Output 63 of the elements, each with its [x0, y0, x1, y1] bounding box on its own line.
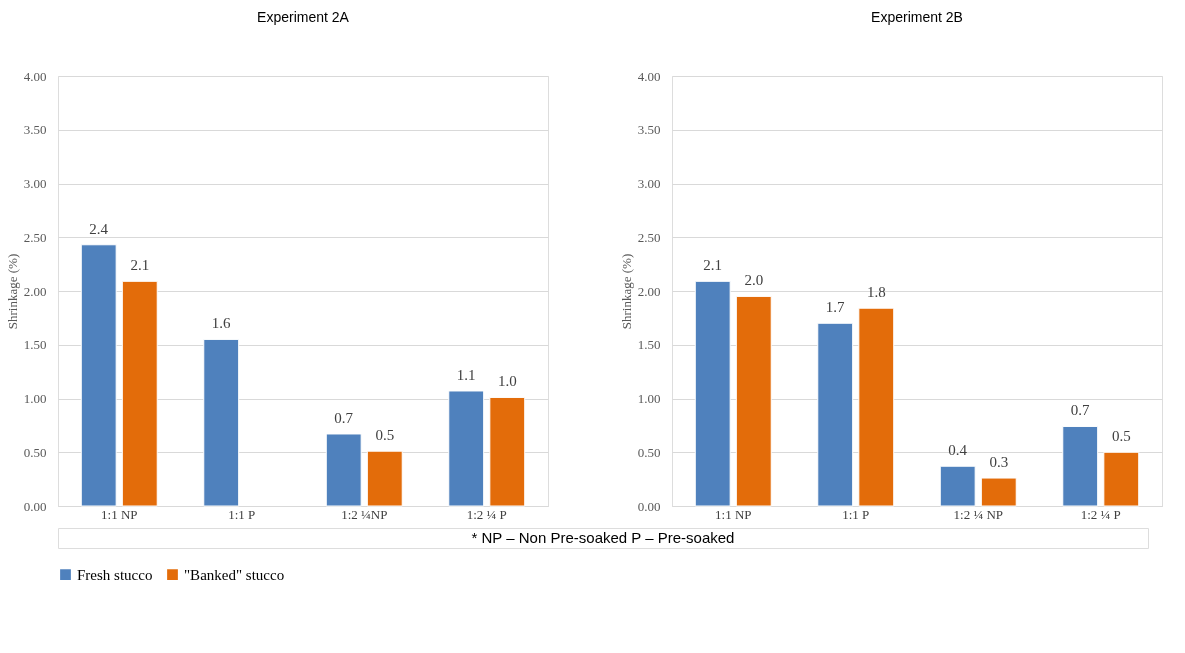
- y-tick-label: 1.00: [23, 391, 47, 406]
- x-tick-label: 1:2 ¼NP: [341, 506, 388, 522]
- y-tick-label: 3.00: [637, 176, 661, 191]
- bar: [366, 450, 403, 507]
- bar: [1062, 425, 1099, 507]
- x-tick-label: 1:1 P: [228, 506, 256, 522]
- bar: [325, 433, 362, 507]
- bar: [80, 244, 117, 507]
- bar: [939, 465, 976, 507]
- bar: [203, 338, 240, 507]
- x-tick-label: 1:2 ¼ P: [466, 506, 507, 522]
- y-tick-label: 0.00: [637, 498, 661, 514]
- bar: [121, 280, 158, 507]
- data-label: 0.7: [1070, 402, 1091, 419]
- y-tick-label: 1.00: [637, 391, 661, 406]
- y-tick-label: 2.00: [637, 283, 661, 299]
- data-label: 1.1: [456, 366, 476, 383]
- y-tick-label: 2.50: [23, 229, 47, 245]
- y-axis-title: Shrinkage (%): [4, 253, 20, 330]
- data-label: 2.1: [703, 257, 723, 274]
- data-label: 0.7: [334, 409, 354, 426]
- y-tick-label: 1.50: [23, 337, 47, 353]
- data-label: 2.1: [130, 257, 150, 274]
- y-tick-label: 1.50: [637, 337, 661, 353]
- y-tick-label: 2.50: [637, 229, 661, 245]
- x-tick-label: 1:1 NP: [715, 506, 752, 522]
- x-tick-label: 1:1 NP: [101, 506, 138, 522]
- bar: [694, 280, 731, 507]
- bar: [489, 396, 526, 507]
- data-label: 1.7: [825, 299, 846, 316]
- x-tick-label: 1:2 ¼ NP: [953, 506, 1003, 522]
- data-label: 0.4: [948, 442, 968, 459]
- bar: [1103, 451, 1140, 507]
- data-label: 0.5: [375, 427, 395, 444]
- x-tick-label: 1:1 P: [842, 506, 870, 522]
- data-label: 2.4: [89, 220, 109, 237]
- data-label: 1.6: [211, 315, 232, 332]
- y-tick-label: 3.50: [23, 122, 47, 138]
- y-tick-label: 4.00: [637, 68, 661, 84]
- data-label: 0.5: [1111, 428, 1131, 445]
- legend-label: Fresh stucco: [77, 566, 153, 583]
- x-tick-label: 1:2 ¼ P: [1080, 506, 1121, 522]
- y-axis-title: Shrinkage (%): [618, 253, 634, 330]
- y-tick-label: 3.50: [637, 122, 661, 138]
- chart-title: Experiment 2B: [871, 9, 963, 25]
- data-label: 2.0: [744, 272, 764, 289]
- bar: [817, 322, 854, 507]
- y-tick-label: 2.00: [23, 283, 47, 299]
- chart-title: Experiment 2A: [257, 9, 350, 25]
- bar: [448, 390, 485, 507]
- y-tick-label: 4.00: [23, 68, 47, 84]
- text: * NP – Non Pre-soaked P – Pre-soaked: [471, 529, 735, 546]
- y-tick-label: 0.00: [23, 498, 47, 514]
- data-label: 1.8: [866, 284, 886, 301]
- legend-label: "Banked" stucco: [184, 566, 285, 583]
- y-tick-label: 0.50: [637, 444, 661, 460]
- data-label: 1.0: [497, 373, 517, 390]
- y-tick-label: 3.00: [23, 176, 47, 191]
- data-label: 0.3: [989, 454, 1009, 471]
- bar: [735, 295, 772, 507]
- bar: [858, 307, 895, 507]
- y-tick-label: 0.50: [23, 444, 47, 460]
- bar: [980, 477, 1017, 507]
